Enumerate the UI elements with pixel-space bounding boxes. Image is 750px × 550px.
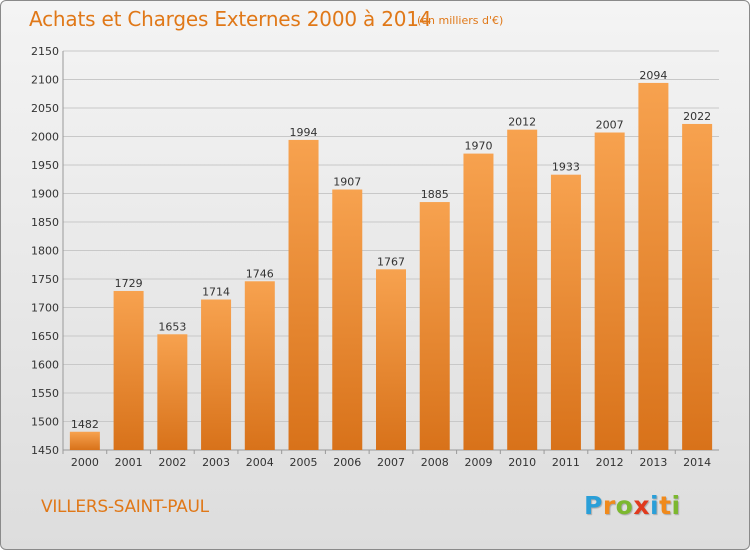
x-tick-label: 2005 xyxy=(290,456,318,469)
x-tick-label: 2011 xyxy=(552,456,580,469)
unit-label: (en milliers d'€) xyxy=(417,14,504,27)
y-tick-label: 1450 xyxy=(31,444,59,457)
x-tick-label: 2012 xyxy=(596,456,624,469)
y-tick-label: 1950 xyxy=(31,159,59,172)
y-tick-label: 2150 xyxy=(31,45,59,58)
bar-2012 xyxy=(594,132,625,450)
proxiti-logo: Proxiti xyxy=(584,491,681,520)
bar-2009 xyxy=(463,153,494,450)
bar-2013 xyxy=(638,82,669,451)
bar-2006 xyxy=(332,189,363,450)
bar-2008 xyxy=(419,202,450,450)
data-label-2014: 2022 xyxy=(683,110,711,123)
x-tick-label: 2006 xyxy=(333,456,361,469)
x-tick-label: 2010 xyxy=(508,456,536,469)
x-tick-label: 2004 xyxy=(246,456,274,469)
logo-letter: t xyxy=(659,491,672,520)
logo-letter: x xyxy=(633,491,650,520)
x-tick-label: 2009 xyxy=(464,456,492,469)
data-label-2003: 1714 xyxy=(202,286,230,299)
data-label-2011: 1933 xyxy=(552,161,580,174)
chart-title: Achats et Charges Externes 2000 à 2014 xyxy=(29,7,432,31)
data-label-2007: 1767 xyxy=(377,255,405,268)
data-label-2004: 1746 xyxy=(246,267,274,280)
data-label-2006: 1907 xyxy=(333,176,361,189)
data-label-2008: 1885 xyxy=(421,188,449,201)
data-label-2002: 1653 xyxy=(158,320,186,333)
bar-2010 xyxy=(507,129,538,450)
bar-2003 xyxy=(201,299,232,450)
y-tick-label: 2050 xyxy=(31,102,59,115)
bar-2007 xyxy=(376,269,406,450)
y-tick-label: 1600 xyxy=(31,359,59,372)
y-tick-label: 1900 xyxy=(31,188,59,201)
y-tick-label: 2000 xyxy=(31,131,59,144)
y-tick-label: 1750 xyxy=(31,273,59,286)
commune-name: VILLERS-SAINT-PAUL xyxy=(41,497,209,517)
y-tick-label: 1800 xyxy=(31,245,59,258)
logo-letter: o xyxy=(615,491,634,520)
x-tick-label: 2014 xyxy=(683,456,711,469)
bars xyxy=(69,82,713,451)
logo-letter: P xyxy=(584,491,603,520)
data-label-2000: 1482 xyxy=(71,418,99,431)
bar-2014 xyxy=(682,123,713,451)
y-tick-label: 1650 xyxy=(31,330,59,343)
logo-letter: r xyxy=(602,491,616,520)
x-tick-label: 2003 xyxy=(202,456,230,469)
bar-2004 xyxy=(244,281,275,450)
logo-letter: i xyxy=(671,491,681,520)
data-label-2013: 2094 xyxy=(639,69,667,82)
data-labels: 1482 1729 1653 1714 1746 1994 1907 1767 1885 1970… xyxy=(71,69,711,431)
data-label-2005: 1994 xyxy=(290,126,318,139)
x-tick-label: 2013 xyxy=(639,456,667,469)
logo-letter: i xyxy=(650,491,660,520)
y-tick-label: 1500 xyxy=(31,416,59,429)
bar-2005 xyxy=(288,139,319,451)
x-tick-label: 2002 xyxy=(158,456,186,469)
bar-2002 xyxy=(157,334,188,450)
x-tick-label: 2007 xyxy=(377,456,405,469)
y-tick-label: 1850 xyxy=(31,216,59,229)
y-tick-label: 1550 xyxy=(31,387,59,400)
bar-2001 xyxy=(113,290,144,450)
y-tick-label: 1700 xyxy=(31,302,59,315)
bar-2000 xyxy=(69,431,100,450)
y-tick-label: 2100 xyxy=(31,74,59,87)
data-label-2009: 1970 xyxy=(464,140,492,153)
bar-2011 xyxy=(550,174,581,450)
x-tick-label: 2008 xyxy=(421,456,449,469)
axes: 1450 1500 1550 1600 1650 1700 1750 1800 1850 1900… xyxy=(31,45,719,469)
x-tick-label: 2001 xyxy=(115,456,143,469)
data-label-2010: 2012 xyxy=(508,116,536,129)
data-label-2012: 2007 xyxy=(596,119,624,132)
data-label-2001: 1729 xyxy=(115,277,143,290)
x-tick-label: 2000 xyxy=(71,456,99,469)
